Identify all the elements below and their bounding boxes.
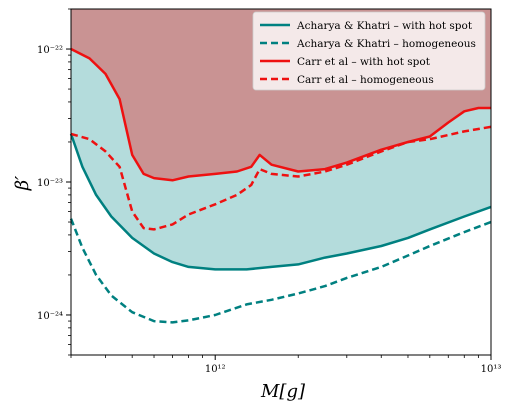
legend: Acharya & Khatri – with hot spot Acharya… (252, 11, 486, 91)
series-lines (69, 47, 492, 324)
legend-label-carr-hotspot: Carr et al – with hot spot (297, 56, 431, 68)
legend-label-carr-homogeneous: Carr et al – homogeneous (297, 74, 434, 86)
axis-ticks: 10¹² 10¹³ 10⁻²² 10⁻²³ 10⁻²⁴ (37, 8, 502, 375)
series-line-1 (69, 218, 492, 324)
y-tick-label: 10⁻²³ (37, 178, 63, 189)
y-tick-label: 10⁻²² (37, 45, 63, 56)
x-axis-label: M[g] (260, 381, 306, 402)
y-axis-label: β′ (12, 176, 33, 192)
y-tick-label: 10⁻²⁴ (37, 311, 63, 322)
x-tick-label: 10¹² (205, 364, 226, 375)
x-tick-label: 10¹³ (481, 364, 502, 375)
series-line-0 (69, 133, 492, 271)
series-line-3 (70, 125, 492, 231)
series-line-2 (70, 47, 491, 182)
legend-label-ak-hotspot: Acharya & Khatri – with hot spot (296, 20, 473, 32)
legend-label-ak-homogeneous: Acharya & Khatri – homogeneous (296, 38, 476, 50)
legend-box (252, 11, 486, 91)
